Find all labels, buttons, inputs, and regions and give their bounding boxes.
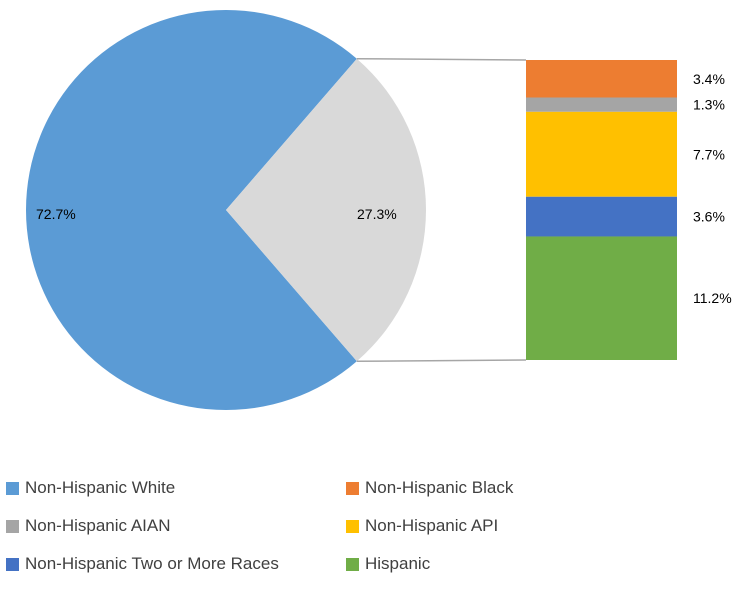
main-pie xyxy=(26,9,426,410)
pie-label-other: 27.3% xyxy=(357,206,397,222)
bar-segment-non-hispanic-api xyxy=(526,111,677,197)
bar-segment-non-hispanic-black xyxy=(526,60,677,98)
pie-of-bar-chart: 72.7% 27.3% 3.4% 1.3% 7.7% 3.6% 11.2% xyxy=(26,9,732,410)
bar-segment-non-hispanic-two-or-more-races xyxy=(526,196,677,237)
legend-item-non-hispanic-black: Non-Hispanic Black xyxy=(346,478,606,498)
legend-item-non-hispanic-aian: Non-Hispanic AIAN xyxy=(6,516,346,536)
bar-segment-non-hispanic-aian xyxy=(526,97,677,112)
legend-label: Non-Hispanic API xyxy=(365,516,499,535)
legend-label: Non-Hispanic Black xyxy=(365,478,514,497)
connector-line-top xyxy=(356,57,527,61)
bar-label-non-hispanic-api: 7.7% xyxy=(693,146,725,162)
legend-swatch xyxy=(6,481,19,495)
data-labels: 72.7% 27.3% 3.4% 1.3% 7.7% 3.6% 11.2% xyxy=(36,71,732,306)
legend: Non-Hispanic White Non-Hispanic Black Non-… xyxy=(6,478,626,574)
legend-label: Hispanic xyxy=(365,554,431,573)
legend-item-non-hispanic-api: Non-Hispanic API xyxy=(346,516,606,536)
legend-swatch xyxy=(6,519,19,533)
bar-label-non-hispanic-black: 3.4% xyxy=(693,71,725,87)
legend-item-hispanic: Hispanic xyxy=(346,554,606,574)
bar-label-non-hispanic-aian: 1.3% xyxy=(693,97,725,113)
legend-swatch xyxy=(6,557,19,571)
legend-item-non-hispanic-two-or-more-races: Non-Hispanic Two or More Races xyxy=(6,554,346,574)
legend-label: Non-Hispanic White xyxy=(25,478,176,497)
connector-line-bottom xyxy=(356,359,527,363)
breakout-bar xyxy=(526,60,677,360)
legend-label: Non-Hispanic Two or More Races xyxy=(25,554,279,573)
pie-slice-non-hispanic-white xyxy=(26,9,357,410)
bar-label-hispanic: 11.2% xyxy=(693,290,732,306)
pie-slice-other xyxy=(226,58,426,362)
legend-label: Non-Hispanic AIAN xyxy=(25,516,171,535)
bar-segment-hispanic xyxy=(526,236,677,360)
bar-label-non-hispanic-two-or-more-races: 3.6% xyxy=(693,209,725,225)
legend-item-non-hispanic-white: Non-Hispanic White xyxy=(6,478,346,498)
legend-swatch xyxy=(346,557,359,571)
pie-label-non-hispanic-white: 72.7% xyxy=(36,206,76,222)
legend-swatch xyxy=(346,519,359,533)
legend-swatch xyxy=(346,481,359,495)
connector-lines xyxy=(356,57,527,363)
